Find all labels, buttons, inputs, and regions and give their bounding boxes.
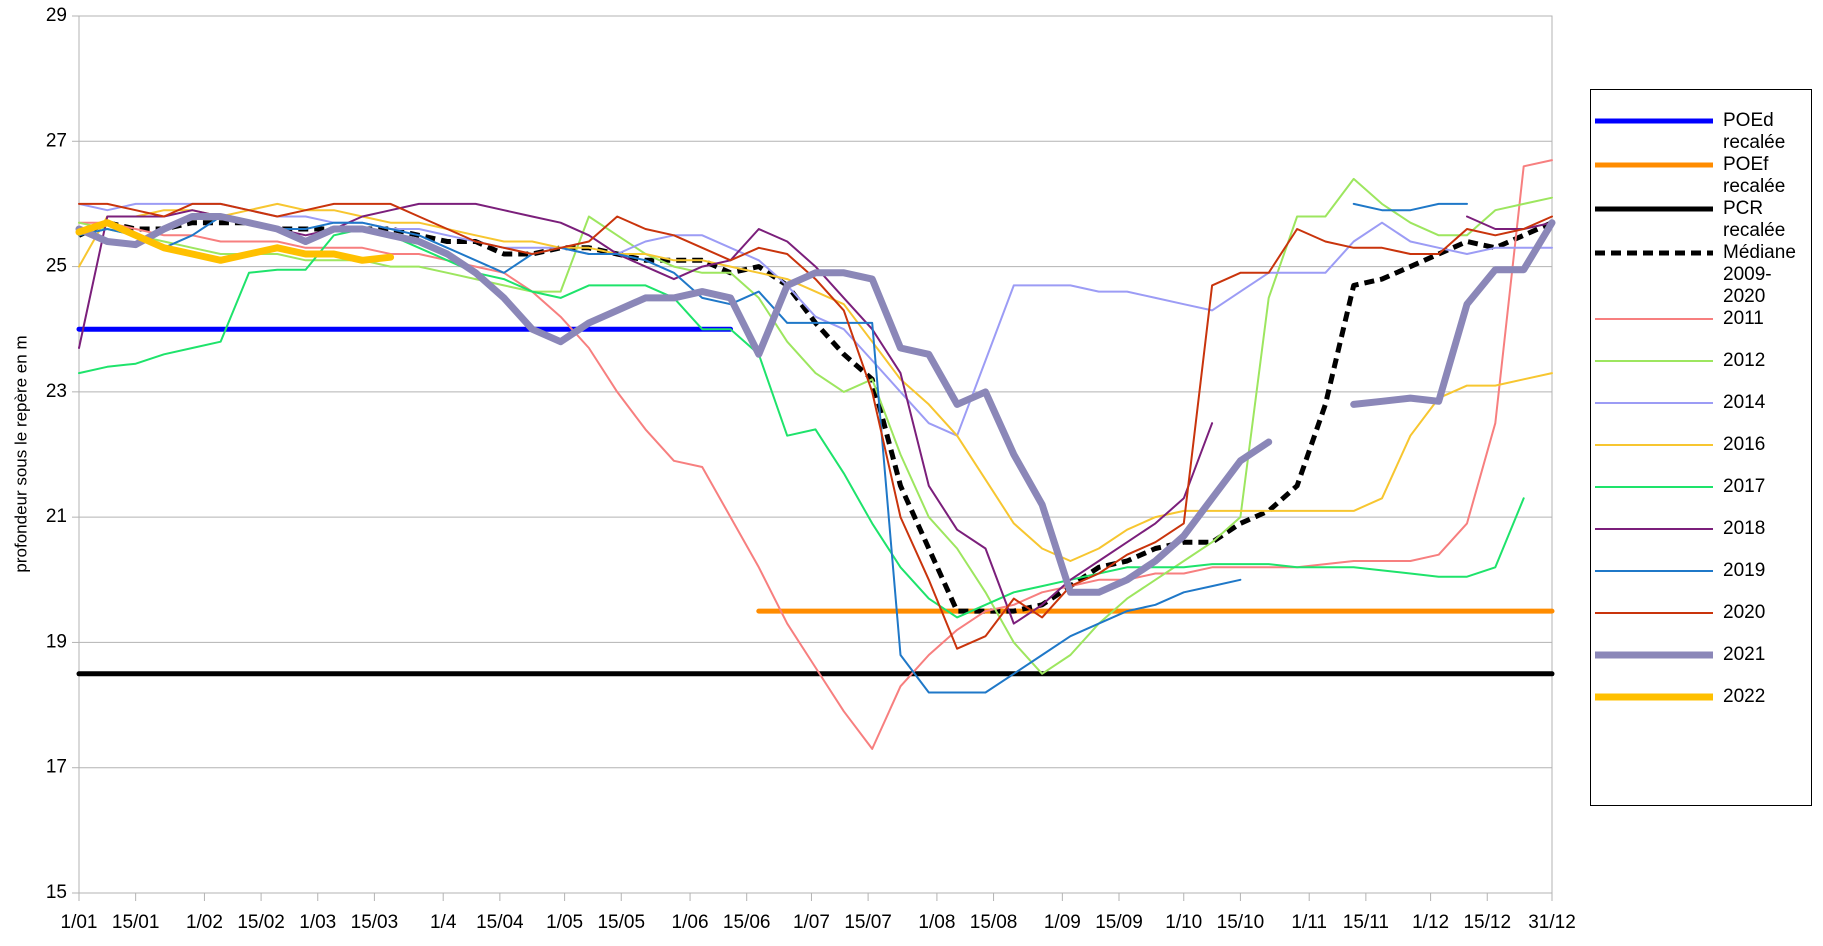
series-line <box>78 228 1525 619</box>
legend-entry: PCR recalée <box>1591 198 1811 242</box>
x-tick-label: 15/10 <box>1217 912 1265 933</box>
x-tick-label: 15/07 <box>844 912 892 933</box>
x-tick-label: 15/05 <box>597 912 645 933</box>
legend-swatch <box>1595 318 1713 320</box>
x-tick-label: 1/09 <box>1044 912 1081 933</box>
legend-label: 2019 <box>1723 560 1766 581</box>
series-line <box>78 159 1553 750</box>
legend-swatch <box>1595 444 1713 446</box>
x-tick-label: 1/4 <box>430 912 457 933</box>
legend-entry: POEf recalée <box>1591 154 1811 198</box>
legend-swatch <box>1595 612 1713 614</box>
legend-entry: 2020 <box>1591 602 1811 644</box>
y-tick-label: 29 <box>46 5 67 26</box>
legend-entry: 2022 <box>1591 686 1811 728</box>
x-tick-label: 15/02 <box>237 912 285 933</box>
y-tick-label: 17 <box>46 757 67 778</box>
legend-swatch <box>1595 486 1713 488</box>
y-axis-label: profondeur sous le repère en m <box>11 335 30 572</box>
legend-entry: POEd recalée <box>1591 110 1811 154</box>
plot-frame <box>78 15 1553 894</box>
x-tick-label: 15/03 <box>351 912 399 933</box>
legend-swatch <box>1595 206 1713 212</box>
legend-swatch <box>1595 360 1713 362</box>
x-tick-label: 1/08 <box>918 912 955 933</box>
legend-label: 2022 <box>1723 686 1766 707</box>
legend-swatch <box>1595 118 1713 124</box>
y-tick-label: 15 <box>46 882 67 903</box>
x-tick-label: 15/12 <box>1463 912 1511 933</box>
x-tick-label: 15/01 <box>112 912 160 933</box>
x-tick-label: 1/06 <box>672 912 709 933</box>
x-tick-label: 1/10 <box>1165 912 1202 933</box>
legend-swatch <box>1595 528 1713 530</box>
series-line <box>75 213 1556 596</box>
legend-entry: 2011 <box>1591 308 1811 350</box>
legend-swatch <box>1595 402 1713 404</box>
legend-entry: 2021 <box>1591 644 1811 686</box>
legend-label: 2017 <box>1723 476 1766 497</box>
x-tick-label: 1/03 <box>299 912 336 933</box>
x-tick-label: 15/09 <box>1095 912 1143 933</box>
x-tick-label: 15/08 <box>970 912 1018 933</box>
legend-entry: 2014 <box>1591 392 1811 434</box>
series-line <box>78 202 1553 650</box>
legend-swatch <box>1595 570 1713 572</box>
legend-entry: Médiane 2009-2020 <box>1591 242 1811 308</box>
series-line <box>77 220 1554 614</box>
legend: POEd recalée POEf recalée PCR recalée Média… <box>1590 89 1812 806</box>
y-tick-label: 19 <box>46 631 67 652</box>
legend-label: 2016 <box>1723 434 1766 455</box>
legend-label: 2018 <box>1723 518 1766 539</box>
series-line <box>75 219 395 264</box>
legend-label: 2021 <box>1723 644 1766 665</box>
legend-swatch <box>1595 162 1713 168</box>
legend-label: 2012 <box>1723 350 1766 371</box>
x-tick-label: 15/04 <box>476 912 524 933</box>
legend-label: POEd recalée <box>1723 110 1786 153</box>
x-tick-label: 15/11 <box>1343 912 1389 933</box>
legend-swatch <box>1595 693 1713 701</box>
series-line <box>78 177 1553 675</box>
legend-entry: 2016 <box>1591 434 1811 476</box>
y-tick-label: 23 <box>46 381 67 402</box>
legend-label: POEf recalée <box>1723 154 1786 197</box>
series-line <box>78 202 1553 437</box>
legend-entry: 2012 <box>1591 350 1811 392</box>
x-tick-label: 1/05 <box>546 912 583 933</box>
legend-label: 2014 <box>1723 392 1766 413</box>
legend-label: PCR recalée <box>1723 198 1786 241</box>
x-tick-label: 1/07 <box>793 912 830 933</box>
legend-swatch <box>1595 250 1713 256</box>
x-tick-label: 1/11 <box>1291 912 1327 933</box>
x-tick-label: 1/12 <box>1412 912 1449 933</box>
x-tick-label: 31/12 <box>1528 912 1576 933</box>
y-tick-label: 21 <box>46 506 67 527</box>
x-tick-label: 1/01 <box>61 912 98 933</box>
legend-label: 2020 <box>1723 602 1766 623</box>
legend-label: 2011 <box>1723 308 1764 329</box>
x-tick-label: 1/02 <box>186 912 223 933</box>
legend-label: Médiane 2009-2020 <box>1723 242 1796 307</box>
y-tick-label: 27 <box>46 130 67 151</box>
legend-entry: 2018 <box>1591 518 1811 560</box>
series-line <box>78 202 1553 562</box>
legend-entry: 2017 <box>1591 476 1811 518</box>
y-tick-label: 25 <box>46 256 67 277</box>
legend-swatch <box>1595 651 1713 659</box>
legend-entry: 2019 <box>1591 560 1811 602</box>
x-tick-label: 15/06 <box>723 912 771 933</box>
